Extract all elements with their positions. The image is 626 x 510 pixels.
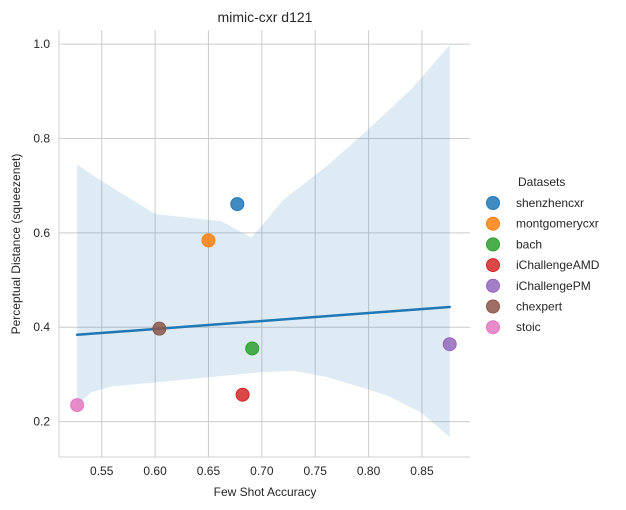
legend-marker-bach [486, 237, 500, 252]
y-tick-label: 0.6 [33, 226, 50, 240]
chart-title: mimic-cxr d121 [218, 9, 313, 25]
y-tick-label: 1.0 [33, 37, 50, 51]
legend-label-shenzhencxr: shenzhencxr [516, 196, 584, 210]
grid-lines [59, 30, 470, 457]
x-tick-label: 0.75 [304, 464, 328, 478]
y-tick-label: 0.8 [33, 132, 50, 146]
y-axis-label: Perceptual Distance (squeezenet) [9, 154, 23, 335]
point-iChallengeAMD [235, 387, 250, 402]
x-axis-label: Few Shot Accuracy [214, 485, 317, 499]
point-stoic [70, 398, 85, 413]
legend-title: Datasets [518, 175, 565, 189]
legend-label-montgomerycxr: montgomerycxr [516, 217, 599, 231]
x-tick-label: 0.80 [357, 464, 381, 478]
legend-marker-stoic [486, 320, 500, 335]
legend-marker-iChallengeAMD [486, 258, 500, 273]
legend-label-bach: bach [516, 237, 542, 251]
x-tick-label: 0.60 [143, 464, 167, 478]
legend-label-iChallengeAMD: iChallengeAMD [516, 258, 600, 272]
x-tick-label: 0.70 [250, 464, 274, 478]
confidence-band [77, 45, 450, 438]
legend-marker-shenzhencxr [486, 196, 500, 210]
regression-line [75, 305, 451, 337]
y-tick-label: 0.4 [33, 320, 50, 334]
legend-marker-iChallengePM [486, 278, 500, 293]
legend: Datasets shenzhencxr montgomerycxr bach iCh… [486, 175, 600, 335]
tick-labels: 0.55 0.60 0.65 0.70 0.75 0.80 0.85 0.2 0.4 0.6 0.8… [33, 37, 434, 478]
point-iChallengePM [442, 337, 457, 352]
legend-marker-montgomerycxr [486, 216, 500, 231]
point-bach [245, 341, 260, 356]
point-montgomerycxr [201, 233, 216, 248]
x-tick-label: 0.65 [197, 464, 221, 478]
legend-label-iChallengePM: iChallengePM [516, 279, 591, 293]
data-points [70, 197, 457, 413]
legend-label-stoic: stoic [516, 320, 541, 334]
x-tick-label: 0.55 [90, 464, 114, 478]
point-chexpert [152, 321, 167, 336]
regression-line-layer [75, 305, 451, 337]
y-tick-label: 0.2 [33, 415, 50, 429]
confidence-band-layer [77, 45, 450, 438]
legend-marker-chexpert [486, 299, 500, 314]
axes [58, 30, 470, 458]
point-shenzhencxr [230, 197, 245, 212]
legend-label-chexpert: chexpert [516, 300, 563, 314]
x-tick-label: 0.85 [410, 464, 434, 478]
